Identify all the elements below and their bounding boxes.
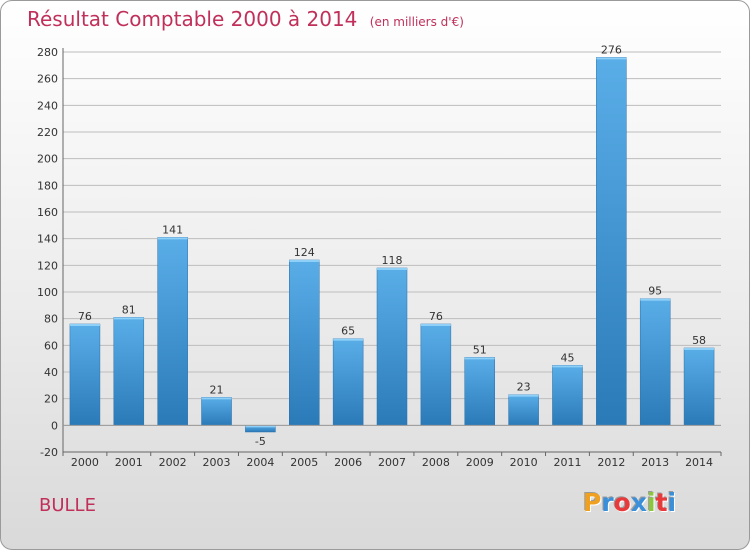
bar bbox=[596, 57, 627, 426]
bar-highlight bbox=[552, 365, 583, 368]
y-tick-label: 220 bbox=[37, 126, 58, 139]
data-label: 276 bbox=[601, 43, 622, 56]
y-tick-label: 40 bbox=[44, 366, 58, 379]
bar-highlight bbox=[377, 268, 407, 270]
data-label: 65 bbox=[341, 325, 355, 338]
logo-letter: i bbox=[647, 488, 656, 517]
bar-highlight bbox=[245, 425, 276, 428]
chart-title: Résultat Comptable 2000 à 2014 bbox=[27, 7, 358, 31]
y-tick-label: 140 bbox=[37, 233, 58, 246]
data-label: 124 bbox=[294, 246, 315, 259]
data-label: 51 bbox=[473, 343, 487, 356]
data-label: 81 bbox=[122, 303, 136, 316]
y-tick-label: 120 bbox=[37, 259, 58, 272]
commune-name: BULLE bbox=[39, 495, 96, 516]
data-label: 21 bbox=[210, 383, 224, 396]
bar bbox=[552, 365, 583, 426]
y-tick-label: 160 bbox=[37, 206, 58, 219]
x-tick-label: 2009 bbox=[466, 456, 494, 469]
data-label: 95 bbox=[648, 285, 662, 298]
y-tick-label: 240 bbox=[37, 99, 58, 112]
logo-letter: o bbox=[613, 488, 631, 517]
proxiti-logo: Proxiti bbox=[583, 488, 676, 517]
bar-highlight bbox=[333, 338, 364, 341]
x-tick-label: 2011 bbox=[553, 456, 581, 469]
bar bbox=[289, 259, 320, 426]
bar bbox=[683, 347, 715, 426]
bar-highlight bbox=[201, 397, 232, 400]
bar-highlight bbox=[464, 357, 495, 360]
x-tick-label: 2001 bbox=[115, 456, 143, 469]
chart-title-block: Résultat Comptable 2000 à 2014 (en milli… bbox=[27, 7, 464, 31]
bar-highlight bbox=[596, 57, 627, 60]
bar-highlight bbox=[508, 394, 539, 397]
bar bbox=[376, 267, 408, 426]
data-label: 23 bbox=[517, 381, 531, 394]
y-tick-label: 80 bbox=[44, 313, 58, 326]
y-tick-label: 60 bbox=[44, 339, 58, 352]
chart-subtitle: (en milliers d'€) bbox=[369, 15, 464, 29]
logo-letter: i bbox=[667, 488, 677, 517]
x-tick-label: 2003 bbox=[203, 456, 231, 469]
y-tick-label: 0 bbox=[51, 419, 58, 432]
x-tick-label: 2013 bbox=[641, 456, 669, 469]
data-label: 118 bbox=[382, 254, 403, 267]
x-tick-label: 2014 bbox=[685, 456, 713, 469]
data-label: 45 bbox=[560, 351, 574, 364]
data-label: 76 bbox=[78, 310, 92, 323]
x-tick-label: 2010 bbox=[510, 456, 538, 469]
x-tick-label: 2002 bbox=[159, 456, 187, 469]
logo-letter: x bbox=[630, 488, 647, 517]
x-tick-label: 2000 bbox=[71, 456, 99, 469]
x-tick-label: 2007 bbox=[378, 456, 406, 469]
x-tick-label: 2006 bbox=[334, 456, 362, 469]
bar-highlight bbox=[113, 317, 144, 320]
x-tick-label: 2004 bbox=[246, 456, 274, 469]
y-tick-label: 180 bbox=[37, 179, 58, 192]
logo-letter: P bbox=[583, 488, 602, 517]
bar bbox=[113, 317, 145, 426]
logo-letter: t bbox=[655, 488, 668, 517]
y-tick-label: -20 bbox=[40, 446, 58, 459]
bar bbox=[332, 338, 364, 426]
bar bbox=[201, 397, 232, 426]
y-tick-label: 200 bbox=[37, 153, 58, 166]
bar-highlight bbox=[640, 298, 671, 301]
logo-letter: r bbox=[601, 488, 614, 517]
data-label: 58 bbox=[692, 334, 706, 347]
data-label: 141 bbox=[162, 223, 183, 236]
y-tick-label: 100 bbox=[37, 286, 58, 299]
bar-highlight bbox=[157, 237, 188, 240]
bar-highlight bbox=[289, 260, 320, 262]
data-label: 76 bbox=[429, 310, 443, 323]
bar bbox=[508, 394, 539, 426]
bar bbox=[464, 357, 495, 426]
x-tick-label: 2012 bbox=[597, 456, 625, 469]
y-tick-label: 260 bbox=[37, 73, 58, 86]
bar-highlight bbox=[69, 324, 100, 326]
bar-highlight bbox=[420, 324, 451, 326]
bar bbox=[157, 237, 188, 426]
bar bbox=[69, 323, 101, 426]
data-label: -5 bbox=[255, 435, 266, 448]
plot-area: -20 0 20 40 60 80 100 120 140 160 180 200 220 240 260 2… bbox=[37, 43, 722, 469]
bar bbox=[639, 298, 671, 426]
y-tick-label: 20 bbox=[44, 393, 58, 406]
y-tick-label: 280 bbox=[37, 46, 58, 59]
x-tick-label: 2008 bbox=[422, 456, 450, 469]
bar bbox=[420, 323, 452, 426]
x-tick-label: 2005 bbox=[290, 456, 318, 469]
bar-highlight bbox=[684, 348, 715, 350]
